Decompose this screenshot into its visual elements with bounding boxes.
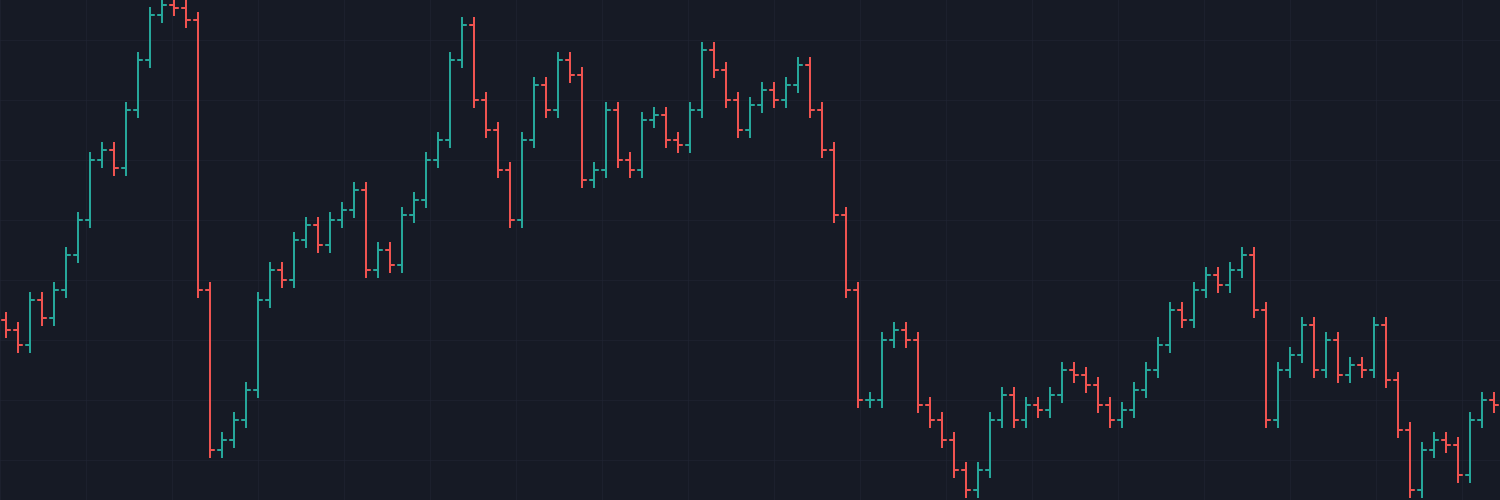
grid	[0, 0, 1500, 500]
page: {"chart_data": {"type": "ohlc", "up_colo…	[0, 0, 1500, 500]
chart	[0, 0, 1500, 500]
